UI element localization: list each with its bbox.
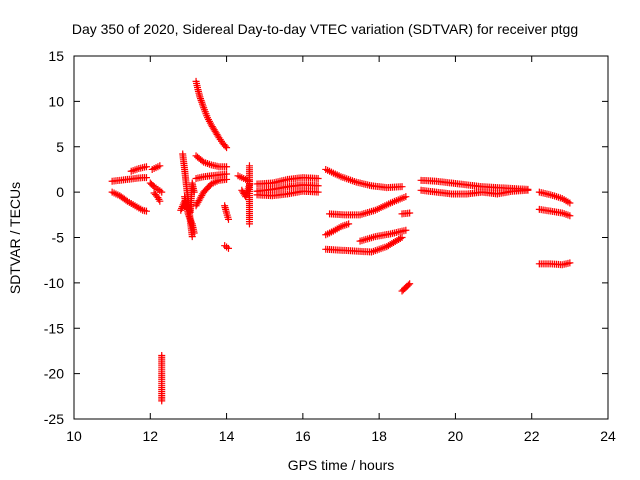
axis-ticks: 10 12 14 16 18 20 22 24 -25 -20 -15 -10 -5 0 5 10 15 bbox=[44, 48, 616, 444]
data-point bbox=[223, 163, 231, 171]
x-tick-label: 24 bbox=[600, 428, 616, 444]
data-point bbox=[406, 280, 414, 288]
data-point bbox=[398, 234, 406, 241]
data-point bbox=[221, 142, 229, 150]
data-points bbox=[108, 77, 574, 405]
data-point bbox=[314, 175, 322, 183]
y-tick-label: 0 bbox=[56, 184, 64, 200]
x-tick-label: 10 bbox=[66, 428, 82, 444]
data-point bbox=[566, 212, 574, 220]
data-point bbox=[223, 170, 231, 178]
data-point bbox=[398, 183, 406, 191]
y-tick-label: -15 bbox=[44, 320, 64, 336]
data-point bbox=[142, 207, 150, 215]
y-tick-label: 10 bbox=[48, 93, 64, 109]
data-point bbox=[142, 174, 150, 182]
data-point bbox=[142, 163, 150, 171]
data-point bbox=[223, 144, 231, 152]
x-tick-label: 22 bbox=[524, 428, 540, 444]
data-point bbox=[190, 188, 198, 196]
y-tick-label: -10 bbox=[44, 275, 64, 291]
y-axis-label: SDTVAR / TECUs bbox=[7, 182, 23, 294]
data-point bbox=[566, 199, 574, 207]
y-tick-label: -25 bbox=[44, 411, 64, 427]
data-point bbox=[224, 215, 232, 223]
x-tick-label: 18 bbox=[371, 428, 387, 444]
data-point bbox=[158, 188, 166, 196]
x-tick-label: 16 bbox=[295, 428, 311, 444]
data-point bbox=[396, 235, 404, 243]
data-point bbox=[524, 186, 532, 194]
data-point bbox=[402, 193, 410, 201]
y-tick-label: 15 bbox=[48, 48, 64, 64]
data-point bbox=[245, 220, 253, 228]
data-point bbox=[190, 229, 198, 237]
data-point bbox=[314, 188, 322, 196]
data-point bbox=[156, 197, 164, 205]
y-tick-label: -5 bbox=[52, 230, 65, 246]
data-point bbox=[188, 233, 196, 241]
plot-frame bbox=[73, 55, 609, 420]
data-point bbox=[404, 281, 412, 289]
x-tick-label: 12 bbox=[142, 428, 158, 444]
y-tick-label: 5 bbox=[56, 139, 64, 155]
data-point bbox=[402, 226, 410, 234]
data-point bbox=[345, 220, 353, 228]
y-tick-label: -20 bbox=[44, 366, 64, 382]
data-point bbox=[314, 182, 322, 190]
x-tick-label: 20 bbox=[448, 428, 464, 444]
data-point bbox=[158, 397, 166, 405]
x-tick-label: 14 bbox=[219, 428, 235, 444]
data-point bbox=[224, 244, 232, 252]
data-point bbox=[566, 259, 574, 267]
data-point bbox=[156, 162, 164, 170]
data-point bbox=[406, 209, 414, 217]
chart-title: Day 350 of 2020, Sidereal Day-to-day VTE… bbox=[72, 21, 578, 37]
x-axis-label: GPS time / hours bbox=[288, 457, 395, 473]
